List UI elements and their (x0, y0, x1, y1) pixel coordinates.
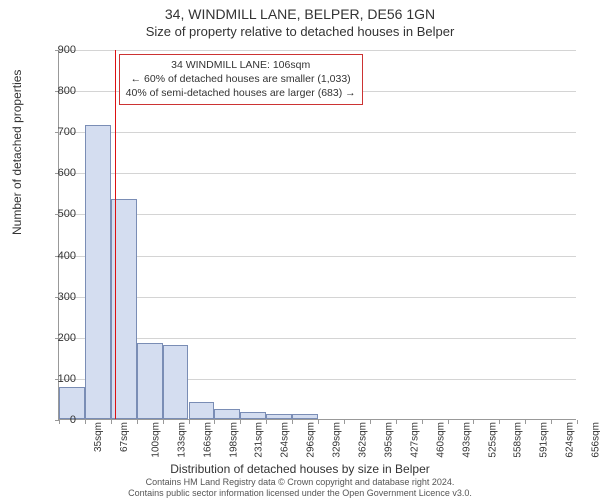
x-tick (292, 420, 293, 424)
x-tick (525, 420, 526, 424)
annotation-box: 34 WINDMILL LANE: 106sqm← 60% of detache… (119, 54, 363, 105)
y-tick-label: 600 (36, 167, 76, 179)
x-tick (85, 420, 86, 424)
y-tick-label: 700 (36, 126, 76, 138)
histogram-bar (214, 409, 240, 419)
histogram-bar (85, 125, 111, 419)
x-tick-label: 362sqm (358, 422, 369, 458)
x-tick-label: 296sqm (306, 422, 317, 458)
x-tick (137, 420, 138, 424)
x-tick (163, 420, 164, 424)
grid-line (59, 50, 576, 51)
x-tick (577, 420, 578, 424)
x-tick-label: 35sqm (93, 422, 104, 452)
y-tick-label: 0 (36, 414, 76, 426)
x-tick (214, 420, 215, 424)
annotation-line: ← 60% of detached houses are smaller (1,… (126, 72, 356, 86)
histogram-bar (137, 343, 163, 419)
histogram-bar (189, 402, 215, 419)
y-tick-label: 200 (36, 332, 76, 344)
annotation-line: 34 WINDMILL LANE: 106sqm (126, 58, 356, 72)
y-tick-label: 300 (36, 291, 76, 303)
x-tick-label: 166sqm (202, 422, 213, 458)
x-tick-label: 656sqm (591, 422, 600, 458)
x-tick-label: 525sqm (487, 422, 498, 458)
footer-attribution: Contains HM Land Registry data © Crown c… (0, 477, 600, 498)
x-tick-label: 624sqm (565, 422, 576, 458)
y-axis-label: Number of detached properties (10, 70, 24, 235)
x-tick (448, 420, 449, 424)
x-tick (551, 420, 552, 424)
x-tick-label: 100sqm (150, 422, 161, 458)
x-tick-label: 264sqm (280, 422, 291, 458)
x-tick (344, 420, 345, 424)
x-tick-label: 591sqm (539, 422, 550, 458)
x-tick-label: 329sqm (332, 422, 343, 458)
footer-line-2: Contains public sector information licen… (0, 488, 600, 498)
chart-area: 35sqm67sqm100sqm133sqm166sqm198sqm231sqm… (58, 50, 576, 420)
footer-line-1: Contains HM Land Registry data © Crown c… (0, 477, 600, 487)
x-axis-label: Distribution of detached houses by size … (0, 462, 600, 476)
x-tick (499, 420, 500, 424)
x-tick (318, 420, 319, 424)
x-tick-label: 395sqm (383, 422, 394, 458)
x-tick-label: 67sqm (119, 422, 130, 452)
y-tick-label: 100 (36, 373, 76, 385)
x-tick (473, 420, 474, 424)
x-tick (111, 420, 112, 424)
histogram-bar (266, 414, 292, 419)
y-tick-label: 900 (36, 44, 76, 56)
grid-line (59, 173, 576, 174)
plot-area: 35sqm67sqm100sqm133sqm166sqm198sqm231sqm… (58, 50, 576, 420)
histogram-bar (240, 412, 266, 419)
x-tick (189, 420, 190, 424)
x-tick-label: 133sqm (176, 422, 187, 458)
histogram-bar (163, 345, 189, 419)
chart-title-main: 34, WINDMILL LANE, BELPER, DE56 1GN (0, 0, 600, 22)
x-tick (370, 420, 371, 424)
chart-title-sub: Size of property relative to detached ho… (0, 22, 600, 39)
x-tick-label: 198sqm (228, 422, 239, 458)
x-tick (266, 420, 267, 424)
x-tick-label: 460sqm (435, 422, 446, 458)
x-tick (422, 420, 423, 424)
grid-line (59, 132, 576, 133)
y-tick-label: 500 (36, 208, 76, 220)
y-tick-label: 800 (36, 85, 76, 97)
y-tick-label: 400 (36, 250, 76, 262)
x-tick (396, 420, 397, 424)
x-tick-label: 427sqm (409, 422, 420, 458)
reference-line (115, 50, 116, 419)
annotation-line: 40% of semi-detached houses are larger (… (126, 86, 356, 100)
x-tick-label: 231sqm (254, 422, 265, 458)
histogram-bar (292, 414, 318, 419)
x-tick (240, 420, 241, 424)
x-tick-label: 493sqm (461, 422, 472, 458)
x-tick-label: 558sqm (513, 422, 524, 458)
